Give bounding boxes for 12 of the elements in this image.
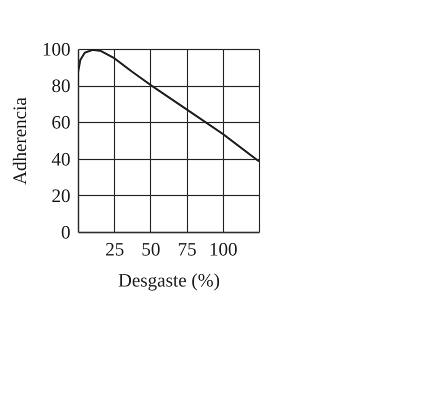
y-axis-title: Adherencia bbox=[10, 96, 31, 185]
y-tick-label: 40 bbox=[52, 149, 70, 170]
x-tick-label: 75 bbox=[178, 240, 197, 260]
x-tick-label: 25 bbox=[105, 240, 124, 260]
x-axis-title: Desgaste (%) bbox=[118, 270, 220, 292]
x-tick-label: 100 bbox=[209, 240, 238, 260]
y-tick-label: 20 bbox=[52, 186, 70, 207]
y-tick-label: 60 bbox=[52, 112, 70, 134]
y-tick-label: 0 bbox=[61, 222, 70, 244]
y-tick-label: 80 bbox=[52, 76, 70, 98]
y-tick-label: 100 bbox=[42, 40, 70, 60]
x-tick-label: 50 bbox=[141, 240, 160, 260]
